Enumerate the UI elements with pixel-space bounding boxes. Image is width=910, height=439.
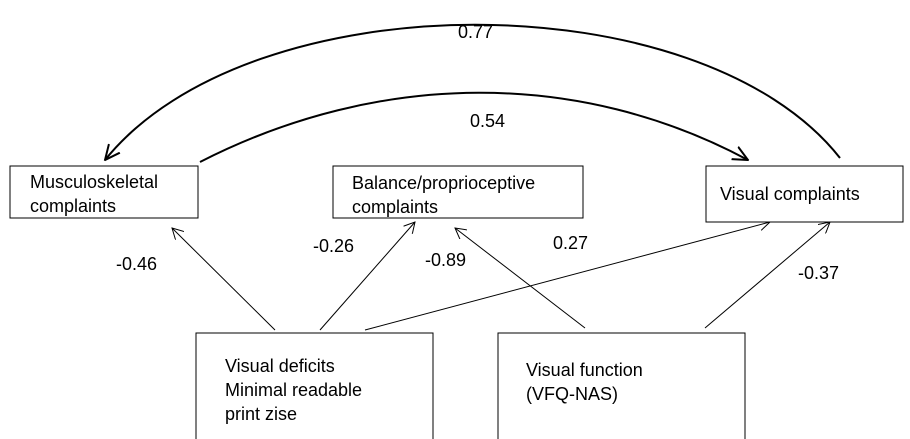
arrow [364,222,770,331]
arrow [319,222,415,331]
node-box [332,165,584,219]
node-label: Visual function [526,360,643,380]
edge-label: 0.77 [458,22,493,42]
arrow [172,228,276,331]
node-label: complaints [352,197,438,217]
node-label: complaints [30,196,116,216]
node-label: Musculoskeletal [30,172,158,192]
node-box [705,165,904,223]
edge-label: 0.54 [470,111,505,131]
edge-label: -0.26 [313,236,354,256]
node-label: Balance/proprioceptive [352,173,535,193]
arrow [704,222,830,329]
node-box [497,332,746,439]
node-label: Visual complaints [720,184,860,204]
node-label: print zise [225,404,297,424]
node-label: (VFQ-NAS) [526,384,618,404]
edge-label: -0.37 [798,263,839,283]
curve-arrow [105,23,841,160]
edge-label: 0.27 [553,233,588,253]
node-label: Visual deficits [225,356,335,376]
arrow [455,228,586,329]
curve-arrow [199,91,748,163]
edge-label: -0.46 [116,254,157,274]
edge-label: -0.89 [425,250,466,270]
node-label: Minimal readable [225,380,362,400]
node-box [195,332,434,439]
node-box [9,165,199,219]
